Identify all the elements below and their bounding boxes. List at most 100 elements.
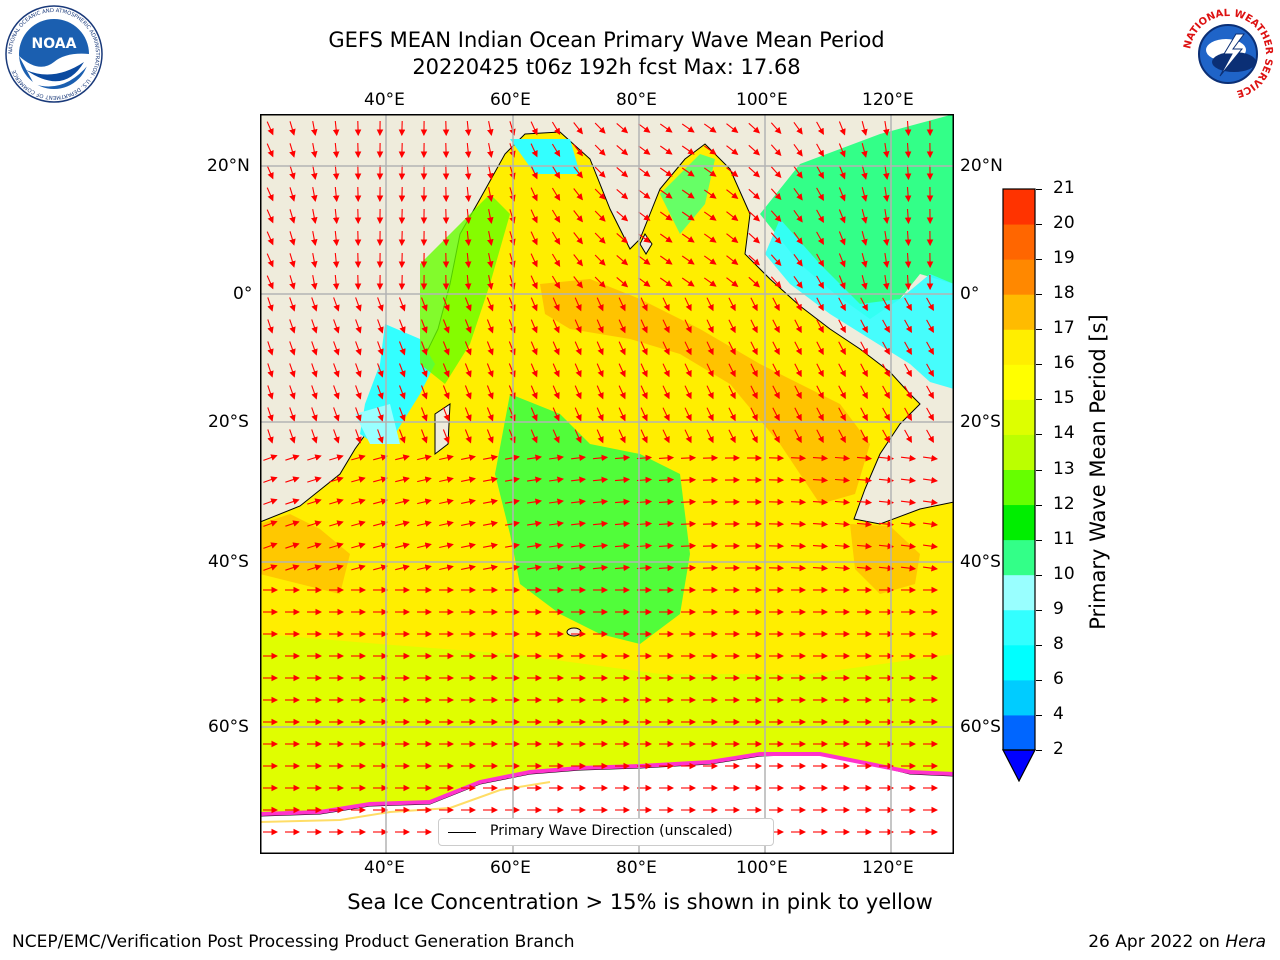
colorbar-extend-triangle bbox=[1002, 749, 1036, 782]
wave-direction-arrow bbox=[574, 429, 582, 444]
wave-direction-arrow bbox=[311, 319, 318, 334]
wave-direction-arrow bbox=[706, 341, 714, 356]
colorbar-segment bbox=[1003, 644, 1035, 681]
ocean-map bbox=[260, 114, 954, 854]
wave-direction-arrow bbox=[681, 277, 695, 287]
colorbar-tick-mark bbox=[1036, 539, 1042, 541]
wave-direction-arrow bbox=[464, 363, 472, 378]
wave-direction-arrow bbox=[680, 498, 697, 506]
wave-direction-arrow bbox=[618, 363, 626, 378]
wave-direction-arrow bbox=[838, 187, 846, 202]
wave-direction-arrow bbox=[616, 166, 629, 178]
wave-direction-arrow bbox=[311, 385, 318, 400]
wave-direction-arrow bbox=[530, 319, 538, 334]
wave-direction-arrow bbox=[571, 476, 586, 484]
wave-direction-arrow bbox=[882, 341, 890, 356]
wave-direction-arrow bbox=[794, 363, 802, 378]
wave-direction-arrow bbox=[816, 275, 824, 290]
wave-direction-arrow bbox=[618, 341, 626, 356]
wave-direction-arrow bbox=[726, 167, 739, 177]
wave-direction-arrow bbox=[816, 363, 824, 378]
wave-direction-arrow bbox=[289, 385, 296, 400]
wave-direction-arrow bbox=[728, 341, 736, 356]
wave-direction-arrow bbox=[793, 143, 803, 157]
wave-direction-arrow bbox=[439, 564, 454, 571]
wave-direction-arrow bbox=[618, 429, 626, 444]
wave-direction-arrow bbox=[659, 189, 673, 199]
wave-direction-arrow bbox=[266, 275, 274, 290]
wave-direction-arrow bbox=[882, 275, 890, 290]
wave-direction-arrow bbox=[793, 275, 803, 289]
wave-direction-arrow bbox=[355, 341, 362, 356]
wave-direction-arrow bbox=[417, 520, 432, 527]
wave-direction-arrow bbox=[861, 231, 868, 246]
wave-direction-arrow bbox=[834, 542, 851, 550]
colorbar-segment bbox=[1003, 504, 1035, 541]
colorbar-segment bbox=[1003, 714, 1035, 751]
wave-direction-arrow bbox=[289, 209, 296, 224]
wave-direction-arrow bbox=[460, 520, 476, 527]
wave-direction-arrow bbox=[417, 498, 432, 505]
wave-direction-arrow bbox=[596, 407, 604, 422]
lon-tick-bottom-80e: 80°E bbox=[616, 858, 657, 878]
colorbar-segment bbox=[1003, 434, 1035, 470]
wave-direction-arrow bbox=[594, 210, 606, 222]
wave-direction-arrow bbox=[616, 276, 629, 288]
wave-direction-arrow bbox=[812, 564, 829, 572]
wave-direction-arrow bbox=[333, 297, 340, 312]
colorbar-tick-label: 17 bbox=[1053, 318, 1075, 339]
wave-direction-arrow bbox=[594, 122, 606, 134]
wave-direction-arrow bbox=[923, 542, 938, 550]
wave-direction-arrow bbox=[355, 363, 362, 378]
wave-direction-arrow bbox=[614, 498, 631, 506]
wave-direction-arrow bbox=[904, 230, 912, 247]
wave-direction-arrow bbox=[505, 476, 520, 483]
wave-direction-arrow bbox=[860, 407, 868, 422]
wave-direction-arrow bbox=[726, 211, 739, 221]
wave-direction-arrow bbox=[263, 564, 278, 571]
colorbar-tick-label: 8 bbox=[1053, 633, 1064, 654]
wave-direction-arrow bbox=[398, 341, 406, 356]
wave-direction-arrow bbox=[923, 520, 938, 528]
wave-direction-arrow bbox=[464, 274, 472, 291]
wave-direction-arrow bbox=[377, 429, 384, 444]
wave-direction-arrow bbox=[726, 255, 739, 265]
colorbar-tick-mark bbox=[1036, 750, 1042, 751]
wave-direction-arrow bbox=[904, 297, 912, 312]
wave-direction-arrow bbox=[838, 143, 846, 158]
wave-direction-arrow bbox=[838, 209, 846, 224]
wave-direction-arrow bbox=[527, 542, 542, 550]
wave-direction-arrow bbox=[442, 297, 450, 312]
wave-direction-arrow bbox=[420, 297, 428, 312]
wave-direction-arrow bbox=[377, 319, 384, 334]
wave-direction-arrow bbox=[904, 252, 912, 269]
wave-direction-arrow bbox=[289, 231, 296, 246]
lat-tick-right-20s: 20°S bbox=[960, 412, 1001, 432]
wave-direction-arrow bbox=[838, 165, 846, 180]
wave-direction-arrow bbox=[882, 165, 890, 180]
wave-direction-arrow bbox=[794, 429, 802, 444]
colorbar-tick-label: 9 bbox=[1053, 598, 1064, 619]
wave-direction-arrow bbox=[311, 274, 318, 290]
lat-tick-right-60s: 60°S bbox=[960, 717, 1001, 737]
wave-direction-arrow bbox=[882, 297, 890, 312]
wave-direction-arrow bbox=[816, 187, 824, 202]
colorbar-tick-mark bbox=[1036, 679, 1042, 681]
wave-direction-arrow bbox=[527, 498, 542, 506]
wave-direction-arrow bbox=[726, 233, 739, 243]
wave-direction-arrow bbox=[728, 319, 736, 334]
legend-line-sample bbox=[448, 832, 476, 833]
wave-direction-arrow bbox=[289, 319, 296, 334]
wave-direction-arrow bbox=[333, 341, 340, 356]
wave-direction-arrow bbox=[904, 186, 912, 203]
wave-direction-arrow bbox=[508, 407, 516, 422]
wave-direction-arrow bbox=[267, 297, 274, 312]
colorbar-segment bbox=[1003, 469, 1035, 506]
wave-direction-arrow bbox=[904, 142, 912, 159]
footer-credit: NCEP/EMC/Verification Post Processing Pr… bbox=[12, 932, 575, 952]
wave-direction-arrow bbox=[616, 144, 629, 156]
wave-direction-arrow bbox=[681, 211, 695, 221]
wave-direction-arrow bbox=[307, 520, 322, 527]
footer-host: Hera bbox=[1225, 932, 1266, 952]
wave-direction-arrow bbox=[638, 211, 651, 221]
